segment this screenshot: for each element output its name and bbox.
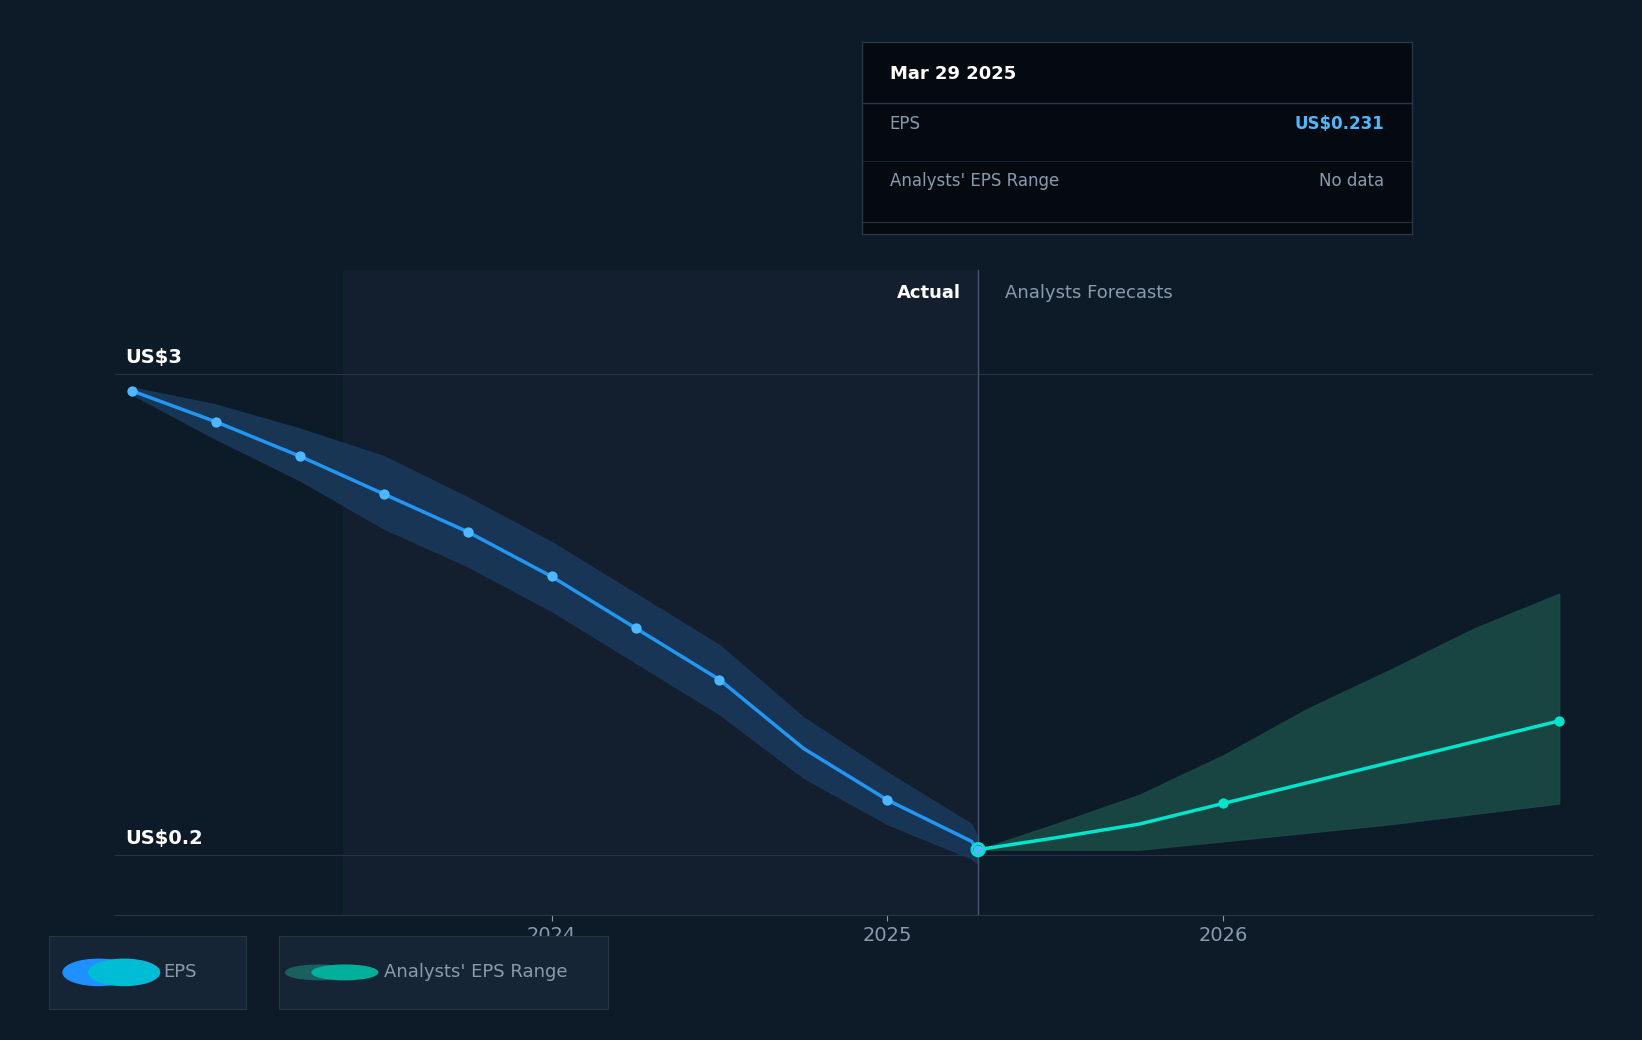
Point (202, 413, 228, 430)
Bar (343, 270, 979, 915)
Point (965, 841, 992, 858)
Point (455, 523, 481, 540)
Text: EPS: EPS (890, 114, 921, 133)
Text: Mar 29 2025: Mar 29 2025 (890, 64, 1016, 83)
Point (118, 383, 144, 399)
Circle shape (312, 965, 378, 980)
Circle shape (89, 959, 159, 986)
Point (1210, 796, 1236, 812)
Point (287, 448, 314, 465)
Point (1547, 712, 1573, 729)
Text: EPS: EPS (164, 963, 197, 982)
Text: US$0.231: US$0.231 (1296, 114, 1384, 133)
Point (706, 671, 732, 687)
Text: No data: No data (1320, 173, 1384, 190)
Point (622, 620, 649, 636)
Point (965, 841, 992, 858)
Circle shape (62, 959, 135, 986)
Text: Analysts' EPS Range: Analysts' EPS Range (384, 963, 568, 982)
Text: US$3: US$3 (125, 347, 182, 367)
Point (371, 486, 397, 502)
Point (874, 791, 900, 808)
Text: Actual: Actual (897, 284, 961, 303)
Circle shape (286, 965, 351, 980)
Text: Analysts Forecasts: Analysts Forecasts (1005, 284, 1172, 303)
Point (539, 568, 565, 584)
Text: Analysts' EPS Range: Analysts' EPS Range (890, 173, 1059, 190)
Text: US$0.2: US$0.2 (125, 829, 202, 849)
